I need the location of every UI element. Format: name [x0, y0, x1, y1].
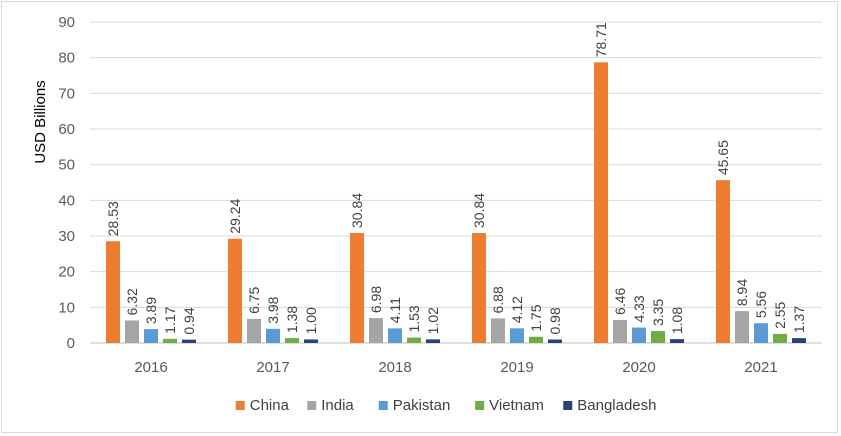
x-tick-label: 2016: [134, 359, 167, 376]
data-label: 6.32: [124, 288, 140, 315]
bar-vietnam: [285, 338, 299, 343]
bar-bangladesh: [426, 339, 440, 343]
bar-india: [735, 311, 749, 343]
y-tick-label: 30: [58, 228, 75, 245]
data-label: 29.24: [227, 198, 243, 233]
bar-vietnam: [773, 333, 787, 343]
y-tick-label: 10: [58, 299, 75, 316]
legend-label-bangladesh: Bangladesh: [577, 397, 656, 414]
legend-swatch-india: [307, 401, 317, 410]
data-label: 1.02: [425, 307, 441, 334]
y-tick-label: 90: [58, 14, 75, 31]
legend-label-china: China: [250, 397, 290, 414]
legend-swatch-bangladesh: [563, 401, 573, 410]
data-label: 1.08: [669, 307, 685, 334]
bar-india: [125, 320, 139, 343]
bar-vietnam: [651, 331, 665, 343]
x-tick-label: 2019: [500, 359, 533, 376]
x-tick-label: 2018: [378, 359, 411, 376]
y-tick-label: 50: [58, 157, 75, 174]
legend: China India Pakistan Vietnam Bangladesh: [235, 397, 656, 414]
data-label: 28.53: [105, 201, 121, 236]
legend-swatch-china: [235, 401, 245, 410]
data-label: 6.88: [490, 286, 506, 313]
bar-china: [472, 233, 486, 343]
legend-label-pakistan: Pakistan: [393, 397, 451, 414]
bar-china: [350, 233, 364, 343]
data-label: 0.94: [181, 307, 197, 334]
data-label: 4.12: [509, 296, 525, 323]
data-label: 6.98: [368, 286, 384, 313]
y-tick-label: 20: [58, 264, 75, 281]
y-axis-ticks: 0 10 20 30 40 50 60 70 80 90: [58, 14, 75, 352]
data-label: 6.46: [612, 287, 628, 314]
bar-china: [228, 238, 242, 343]
bar-china: [716, 180, 730, 343]
data-label: 78.71: [593, 22, 609, 57]
bar-pakistan: [388, 328, 402, 343]
bar-vietnam: [163, 338, 177, 343]
legend-swatch-vietnam: [475, 401, 485, 410]
x-axis-ticks: 2016 2017 2018 2019 2020 2021: [134, 359, 777, 376]
gridlines: [90, 21, 822, 344]
bar-india: [491, 318, 505, 343]
data-label: 1.38: [284, 306, 300, 333]
bar-india: [247, 318, 261, 343]
y-axis-label: USD Billions: [32, 80, 49, 163]
bars: [106, 62, 806, 343]
legend-label-vietnam: Vietnam: [489, 397, 544, 414]
bar-vietnam: [529, 336, 543, 343]
bar-bangladesh: [182, 339, 196, 343]
bar-bangladesh: [548, 339, 562, 343]
bar-pakistan: [510, 328, 524, 343]
data-label: 2.55: [772, 301, 788, 328]
bar-bangladesh: [792, 338, 806, 343]
bar-india: [369, 318, 383, 343]
x-tick-label: 2020: [622, 359, 655, 376]
data-label: 1.37: [791, 306, 807, 333]
y-tick-label: 70: [58, 85, 75, 102]
y-tick-label: 40: [58, 192, 75, 209]
bar-bangladesh: [670, 339, 684, 343]
data-label: 1.00: [303, 307, 319, 334]
data-label: 8.94: [734, 279, 750, 306]
data-label: 3.98: [265, 296, 281, 323]
data-label: 3.89: [143, 297, 159, 324]
data-label: 3.35: [650, 299, 666, 326]
data-label: 6.75: [246, 286, 262, 313]
y-tick-label: 60: [58, 121, 75, 138]
x-tick-label: 2021: [744, 359, 777, 376]
bar-pakistan: [266, 328, 280, 343]
data-label: 30.84: [471, 193, 487, 228]
data-label: 45.65: [715, 140, 731, 175]
data-label: 1.17: [162, 306, 178, 333]
bar-pakistan: [144, 329, 158, 343]
bar-pakistan: [632, 327, 646, 343]
data-label: 0.98: [547, 307, 563, 334]
data-label: 4.11: [387, 297, 403, 323]
data-label: 1.53: [406, 305, 422, 332]
bar-vietnam: [407, 337, 421, 343]
data-label: 4.33: [631, 295, 647, 322]
data-label: 30.84: [349, 193, 365, 228]
bar-pakistan: [754, 323, 768, 343]
y-tick-label: 0: [67, 335, 75, 352]
legend-label-india: India: [321, 397, 354, 414]
bar-china: [106, 241, 120, 343]
bar-bangladesh: [304, 339, 318, 343]
x-tick-label: 2017: [256, 359, 289, 376]
y-tick-label: 80: [58, 50, 75, 67]
bar-china: [594, 62, 608, 343]
data-label: 5.56: [753, 291, 769, 318]
legend-swatch-pakistan: [378, 401, 388, 410]
data-label: 1.75: [528, 304, 544, 331]
bar-india: [613, 319, 627, 343]
